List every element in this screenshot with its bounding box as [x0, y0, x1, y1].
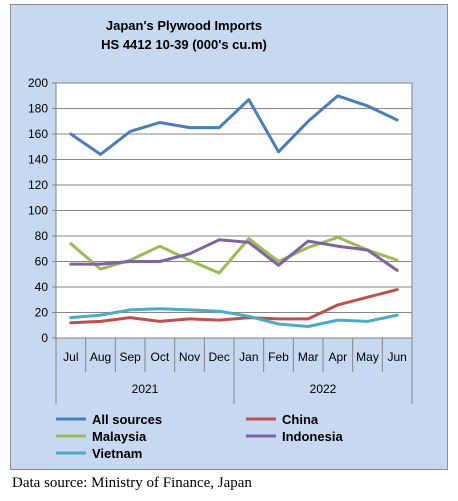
legend-label: Vietnam — [92, 446, 142, 461]
legend-label: Malaysia — [92, 429, 147, 444]
legend: All sources China Malaysia Indonesia Vietnam — [56, 412, 343, 461]
x-tick-label: Dec — [208, 350, 229, 364]
y-tick-label: 100 — [28, 204, 48, 218]
x-tick-label: May — [356, 350, 379, 364]
line-chart: Japan's Plywood Imports HS 4412 10-39 (0… — [28, 18, 413, 461]
y-tick-label: 60 — [35, 255, 49, 269]
y-tick-label: 180 — [28, 102, 48, 116]
data-source-note: Data source: Ministry of Finance, Japan — [12, 475, 252, 491]
year-group-label: 2022 — [310, 382, 337, 396]
chart-title-line-2: HS 4412 10-39 (000's cu.m) — [101, 37, 267, 52]
x-tick-label: Jun — [387, 350, 406, 364]
x-tick-label: Jul — [63, 350, 78, 364]
x-tick-label: Apr — [328, 350, 347, 364]
series-line — [69, 288, 399, 325]
y-tick-label: 160 — [28, 127, 48, 141]
chart-title-line-1: Japan's Plywood Imports — [106, 18, 262, 33]
x-tick-label: Nov — [179, 350, 200, 364]
y-tick-label: 40 — [35, 280, 49, 294]
y-tick-label: 200 — [28, 76, 48, 90]
x-tick-label: Sep — [119, 350, 141, 364]
x-tick-label: Aug — [90, 350, 111, 364]
x-tick-label: Feb — [268, 350, 289, 364]
y-tick-label: 20 — [35, 306, 49, 320]
series-lines — [69, 94, 399, 328]
year-group-label: 2021 — [132, 382, 159, 396]
series-line — [69, 307, 399, 328]
x-tick-label: Oct — [150, 350, 169, 364]
series-line — [69, 238, 399, 272]
legend-label: China — [282, 412, 319, 427]
series-line — [69, 94, 399, 156]
x-tick-label: Mar — [298, 350, 319, 364]
y-tick-label: 80 — [35, 229, 49, 243]
axes: 0 20 40 60 80 100 120 140 160 180 200 Jul Aug Sep Oct N… — [28, 76, 413, 404]
legend-label: All sources — [92, 412, 162, 427]
y-tick-label: 140 — [28, 153, 48, 167]
y-tick-label: 120 — [28, 178, 48, 192]
legend-label: Indonesia — [282, 429, 343, 444]
x-tick-label: Jan — [239, 350, 258, 364]
y-tick-label: 0 — [41, 331, 48, 345]
